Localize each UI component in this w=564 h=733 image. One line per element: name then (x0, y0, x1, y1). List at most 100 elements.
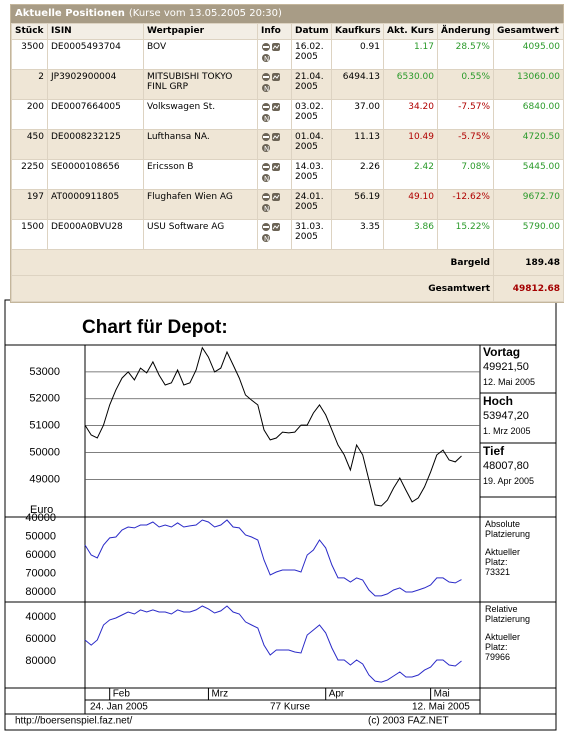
svg-text:N: N (264, 235, 269, 243)
position-row: 1500 DE000A0BVU28 USU Software AG N 31.03. 2… (11, 219, 564, 250)
panel-title: Relative Platzierung (485, 604, 531, 624)
cell: 16.02. 2005 (291, 39, 332, 70)
cell: 2250 (11, 159, 48, 190)
svg-text:N: N (264, 55, 269, 63)
info-box: Tief 48007,80 19. Apr 2005 (483, 444, 555, 487)
y-tick-label: 80000 (25, 586, 56, 598)
cell: 3500 (11, 39, 48, 70)
column-header: Kaufkurs (331, 23, 384, 40)
info-box: Hoch 53947,20 1. Mrz 2005 (483, 394, 555, 437)
info-icons[interactable]: N (261, 72, 283, 94)
y-tick-label: 40000 (25, 611, 56, 623)
positions-table: Stück ISIN Wertpapier Info Datum Kaufkurs Akt.… (11, 23, 564, 302)
bargeld-label: Bargeld (11, 249, 494, 276)
cell: 03.02. 2005 (291, 99, 332, 130)
footer-copyright: (c) 2003 FAZ.NET (368, 716, 449, 727)
cell: SE0000108656 (47, 159, 144, 190)
cell: DE0005493704 (47, 39, 144, 70)
panel-header: Aktuelle Positionen (Kurse vom 13.05.2005… (11, 5, 563, 23)
cell: MITSUBISHI TOKYO FINL GRP (143, 69, 258, 100)
info-label: Vortag (483, 345, 521, 359)
info-icons[interactable]: N (261, 192, 283, 214)
cell: 6530.00 (383, 69, 438, 100)
positions-panel: Aktuelle Positionen (Kurse vom 13.05.2005… (10, 4, 564, 303)
info-icons[interactable]: N (261, 132, 283, 154)
cell: 9672.70 (493, 189, 564, 220)
column-header: Gesamtwert (493, 23, 564, 40)
info-box: Vortag 49921,50 12. Mai 2005 (483, 345, 555, 388)
gesamtwert-row: Gesamtwert 49812.68 (11, 275, 564, 302)
cell: 13060.00 (493, 69, 564, 100)
info-icons[interactable]: N (261, 222, 283, 244)
info-cell: N (257, 189, 292, 220)
gesamtwert-label: Gesamtwert (11, 275, 494, 302)
cell: AT0000911805 (47, 189, 144, 220)
cell: 0.55% (437, 69, 494, 100)
info-icons[interactable]: N (261, 102, 283, 124)
info-value: 79966 (485, 652, 511, 662)
cell: 450 (11, 129, 48, 160)
cell: 37.00 (331, 99, 384, 130)
svg-text:N: N (264, 205, 269, 213)
series-line (84, 519, 462, 597)
y-tick-label: 40000 (25, 512, 56, 524)
cell: 10.49 (383, 129, 438, 160)
y-tick-label: 50000 (25, 530, 56, 542)
column-header: Datum (291, 23, 332, 40)
cell: 21.04. 2005 (291, 69, 332, 100)
info-value: 49921,50 (483, 361, 529, 373)
column-header: Wertpapier (143, 23, 258, 40)
x-start-label: 24. Jan 2005 (90, 702, 148, 713)
column-header: Info (257, 23, 292, 40)
cell: 1.17 (383, 39, 438, 70)
footer-url: http://boersenspiel.faz.net/ (15, 716, 133, 727)
y-tick-label: 70000 (25, 567, 56, 579)
series-line (84, 346, 462, 507)
info-icons[interactable]: N (261, 42, 283, 64)
info-label: Hoch (483, 394, 513, 408)
info-label: Tief (483, 444, 505, 458)
position-row: 3500 DE0005493704 BOV N 16.02. 2005 0.91 1.17 2… (11, 39, 564, 70)
y-tick-label: 51000 (29, 420, 60, 432)
cell: 4720.50 (493, 129, 564, 160)
info-value: 53947,20 (483, 410, 529, 422)
cell: JP3902900004 (47, 69, 144, 100)
panel-title: Aktuelle Positionen (15, 8, 125, 19)
cell: -12.62% (437, 189, 494, 220)
cell: DE0007664005 (47, 99, 144, 130)
y-tick-label: 49000 (29, 473, 60, 485)
cell: 5790.00 (493, 219, 564, 250)
cell: 15.22% (437, 219, 494, 250)
svg-text:N: N (264, 115, 269, 123)
info-box: Relative Platzierung Aktueller Platz: 7996… (485, 604, 543, 662)
cell: 200 (11, 99, 48, 130)
cell: DE0008232125 (47, 129, 144, 160)
cell: 14.03. 2005 (291, 159, 332, 190)
cell: 2.26 (331, 159, 384, 190)
x-end-label: 12. Mai 2005 (412, 702, 470, 713)
column-header: ISIN (47, 23, 144, 40)
cell: Volkswagen St. (143, 99, 258, 130)
chart-frame (4, 299, 557, 731)
frame-lines (5, 344, 556, 715)
y-tick-label: 52000 (29, 393, 60, 405)
cell: 24.01. 2005 (291, 189, 332, 220)
cell: -5.75% (437, 129, 494, 160)
bargeld-value: 189.48 (493, 249, 564, 276)
panel-title: Absolute Platzierung (485, 519, 531, 539)
info-icons[interactable]: N (261, 162, 283, 184)
cell: 31.03. 2005 (291, 219, 332, 250)
position-row: 450 DE0008232125 Lufthansa NA. N 01.04. 2005… (11, 129, 564, 160)
cell: 3.86 (383, 219, 438, 250)
cell: 49.10 (383, 189, 438, 220)
info-value: 73321 (485, 567, 511, 577)
y-axis-label: Euro (30, 504, 53, 516)
cell: 2 (11, 69, 48, 100)
info-cell: N (257, 99, 292, 130)
cell: 2.42 (383, 159, 438, 190)
cell: 197 (11, 189, 48, 220)
cell: 0.91 (331, 39, 384, 70)
cell: Lufthansa NA. (143, 129, 258, 160)
info-label: Aktueller Platz: (485, 547, 521, 567)
